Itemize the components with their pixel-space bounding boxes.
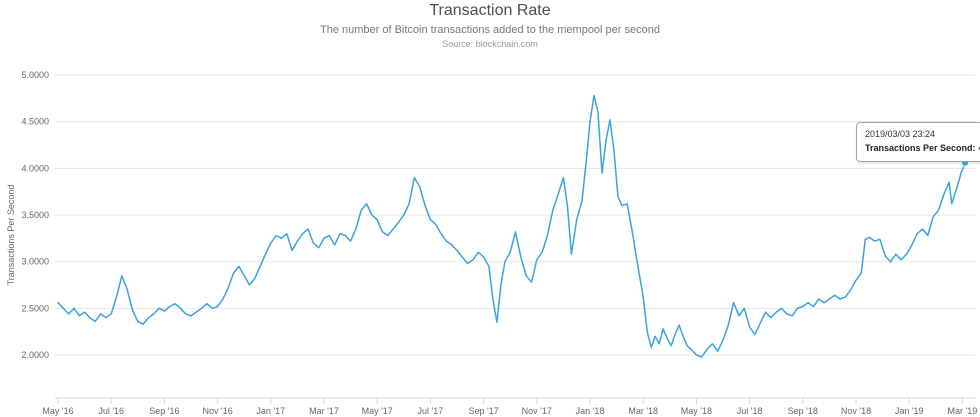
x-tick-label: Mar '17	[309, 406, 339, 416]
x-tick-label: Sep '17	[468, 406, 498, 416]
y-tick-label: 2.0000	[21, 350, 49, 360]
y-tick-label: 4.5000	[21, 117, 49, 127]
chart-subtitle: The number of Bitcoin transactions added…	[320, 24, 660, 36]
x-tick-label: May '17	[362, 406, 393, 416]
x-tick-label: Mar '19	[948, 406, 978, 416]
x-tick-label: Jan '17	[256, 406, 285, 416]
x-tick-label: Mar '18	[628, 406, 658, 416]
x-tick-label: May '18	[681, 406, 712, 416]
x-tick-label: Sep '18	[788, 406, 818, 416]
y-tick-label: 3.0000	[21, 257, 49, 267]
tooltip-label: Transactions Per Second:	[865, 142, 976, 153]
chart-title: Transaction Rate	[429, 2, 551, 19]
y-tick-label: 3.5000	[21, 210, 49, 220]
x-tick-label: May '16	[42, 406, 73, 416]
x-tick-label: Nov '17	[522, 406, 552, 416]
x-tick-label: Nov '18	[841, 406, 871, 416]
tooltip: 2019/03/03 23:24 Transactions Per Second…	[856, 122, 980, 162]
x-tick-label: Jul '17	[418, 406, 444, 416]
series-line	[57, 94, 966, 358]
y-tick-label: 4.0000	[21, 163, 49, 173]
tooltip-datetime: 2019/03/03 23:24	[865, 129, 936, 139]
x-tick-label: Jul '16	[98, 406, 124, 416]
x-tick-label: Sep '16	[149, 406, 179, 416]
y-tick-label: 2.5000	[21, 303, 49, 313]
y-tick-label: 5.0000	[21, 70, 49, 80]
x-tick-label: Nov '16	[202, 406, 232, 416]
x-tick-label: Jan '18	[576, 406, 605, 416]
x-tick-label: Jan '19	[895, 406, 924, 416]
tooltip-series-line: Transactions Per Second:4.059	[865, 142, 980, 156]
tooltip-value: 4.059	[979, 143, 980, 153]
chart-source: Source: blockchain.com	[442, 39, 538, 49]
x-tick-label: Jul '18	[737, 406, 763, 416]
